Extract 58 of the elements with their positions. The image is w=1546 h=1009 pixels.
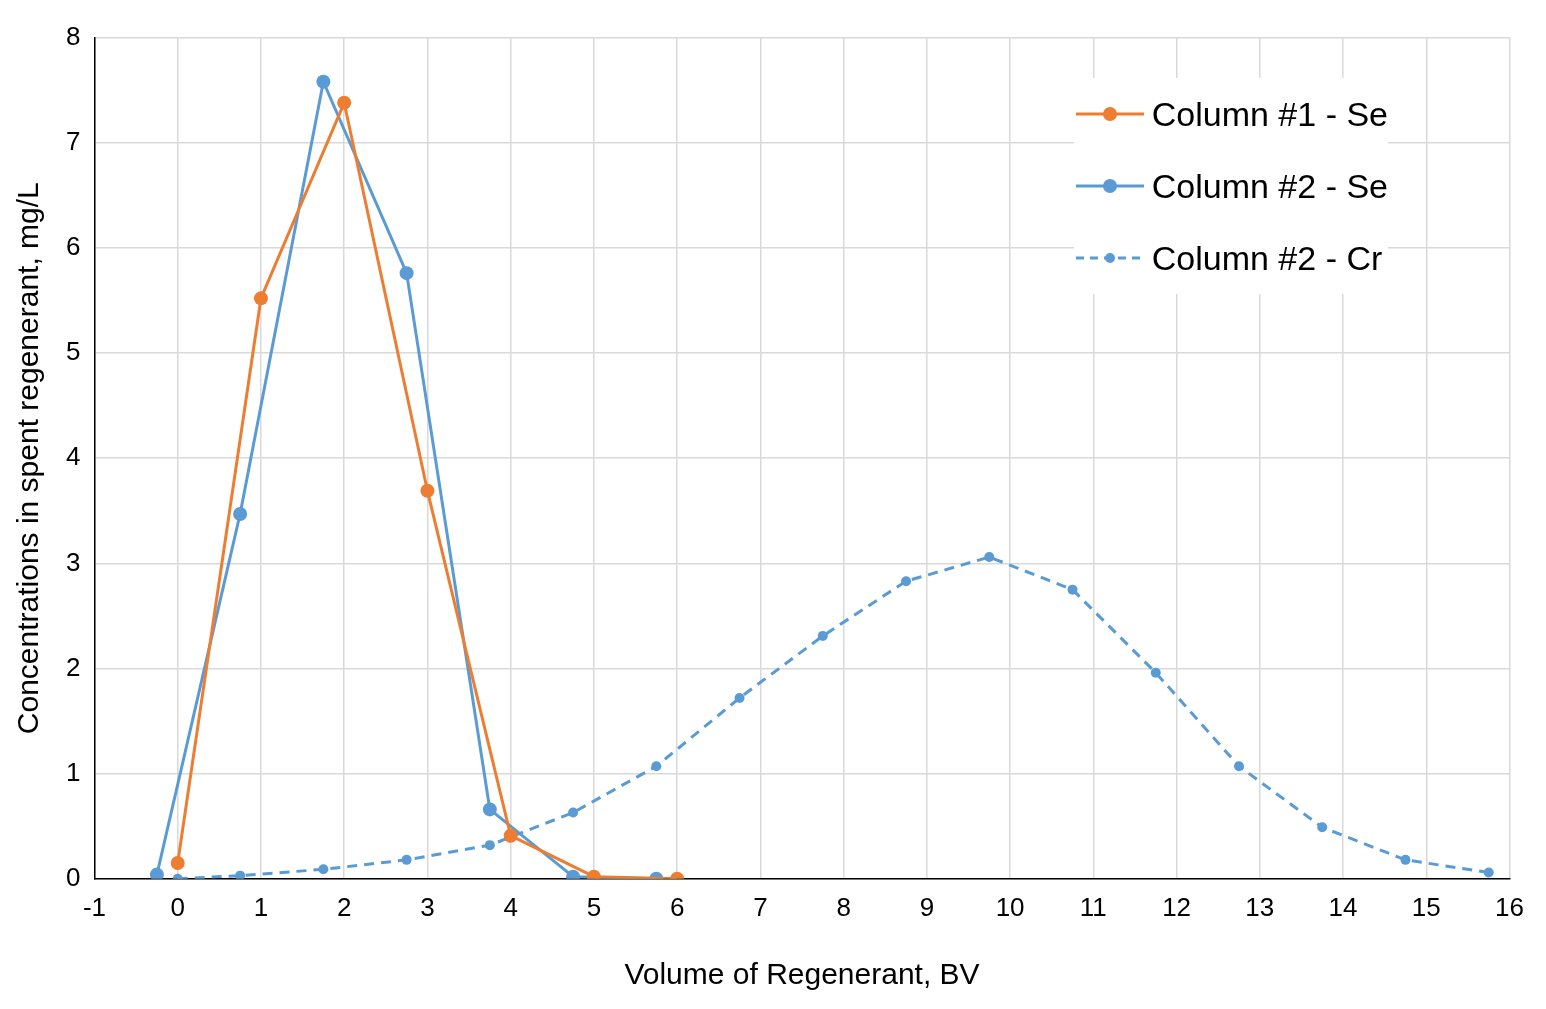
point: [901, 576, 912, 587]
legend-label: Column #2 - Cr: [1151, 238, 1383, 278]
x-tick-label: 0: [170, 891, 185, 922]
x-tick-label: 2: [336, 891, 352, 922]
point: [399, 266, 414, 281]
point: [484, 840, 495, 851]
point: [1234, 761, 1245, 772]
y-tick-label: 5: [65, 336, 81, 367]
y-tick-label: 4: [65, 441, 81, 472]
point: [170, 856, 185, 871]
point: [233, 506, 248, 521]
point: [235, 870, 246, 879]
point: [318, 864, 329, 875]
y-tick-label: 2: [65, 651, 81, 682]
y-tick-label: 8: [65, 20, 81, 51]
point: [401, 854, 412, 865]
point: [817, 630, 828, 641]
point: [651, 761, 662, 772]
point: [316, 74, 331, 89]
x-tick-label: 14: [1328, 891, 1358, 922]
point: [1400, 854, 1411, 865]
x-tick-label: 13: [1245, 891, 1275, 922]
x-tick-label: 16: [1495, 891, 1524, 922]
point: [734, 692, 745, 703]
y-tick-label: 3: [65, 546, 81, 577]
x-axis-title: Volume of Regenerant, BV: [624, 957, 980, 991]
point: [482, 802, 497, 817]
point: [568, 807, 579, 818]
x-tick-label: 6: [669, 891, 685, 922]
x-tick-label: 5: [586, 891, 602, 922]
point: [1150, 667, 1161, 678]
point: [1317, 822, 1328, 833]
x-tick-label: 11: [1079, 891, 1107, 922]
x-tick-label: 4: [503, 891, 518, 922]
point: [253, 291, 268, 306]
x-tick-label: 8: [836, 891, 851, 922]
x-tick-label: 10: [995, 891, 1025, 922]
y-tick-label: 6: [65, 231, 81, 262]
legend-label: Column #2 - Se: [1151, 166, 1388, 206]
y-tick-label: 1: [65, 756, 81, 787]
x-tick-label: 12: [1162, 891, 1192, 922]
y-tick-label: 7: [65, 125, 81, 156]
point: [984, 552, 995, 563]
x-tick-label: 3: [420, 891, 435, 922]
point: [337, 95, 352, 110]
x-tick-label: 9: [919, 891, 935, 922]
point: [420, 483, 435, 498]
point: [503, 828, 518, 843]
point: [1067, 584, 1078, 595]
y-tick-label: 0: [65, 861, 81, 892]
point: [149, 867, 164, 879]
legend-label: Column #1 - Se: [1151, 94, 1388, 134]
x-tick-label: 7: [753, 891, 768, 922]
x-tick-label: 15: [1411, 891, 1441, 922]
y-axis-title: Concentrations in spent regenerant, mg/L: [11, 182, 45, 735]
x-tick-label: -1: [82, 891, 107, 922]
point: [1483, 867, 1494, 878]
x-tick-label: 1: [253, 891, 269, 922]
